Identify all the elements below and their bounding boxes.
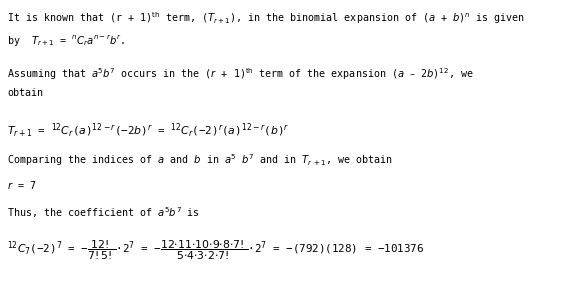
- Text: Thus, the coefficient of $a^5$$b^7$ is: Thus, the coefficient of $a^5$$b^7$ is: [7, 205, 200, 220]
- Text: Assuming that $a^5$$b^7$ occurs in the ($r$ + 1)$^{\mathrm{th}}$ term of the exp: Assuming that $a^5$$b^7$ occurs in the (…: [7, 66, 474, 82]
- Text: $T_{r+1}$ = $^{12}$$C_r$($a$)$^{12-r}$(−2$b$)$^r$ = $^{12}$$C_r$(−2)$^r$($a$)$^{: $T_{r+1}$ = $^{12}$$C_r$($a$)$^{12-r}$(−…: [7, 122, 290, 140]
- Text: by  $T_{r+1}$ = $^n$$C_r$$a^{n-r}$$b^r$.: by $T_{r+1}$ = $^n$$C_r$$a^{n-r}$$b^r$.: [7, 34, 125, 49]
- Text: obtain: obtain: [7, 88, 43, 98]
- Text: $^{12}$$C_7$(−2)$^7$ = −$\dfrac{12!}{7!5!}$·2$^7$ = −$\dfrac{12{\cdot}11{\cdot}1: $^{12}$$C_7$(−2)$^7$ = −$\dfrac{12!}{7!5…: [7, 239, 425, 262]
- Text: Comparing the indices of $a$ and $b$ in $a^5$ $b^7$ and in $T_{r\,+1}$, we obtai: Comparing the indices of $a$ and $b$ in …: [7, 152, 392, 168]
- Text: $r$ = 7: $r$ = 7: [7, 179, 36, 191]
- Text: It is known that (r + 1)$^{\mathrm{th}}$ term, ($T_{r+1}$), in the binomial expa: It is known that (r + 1)$^{\mathrm{th}}$…: [7, 10, 525, 26]
